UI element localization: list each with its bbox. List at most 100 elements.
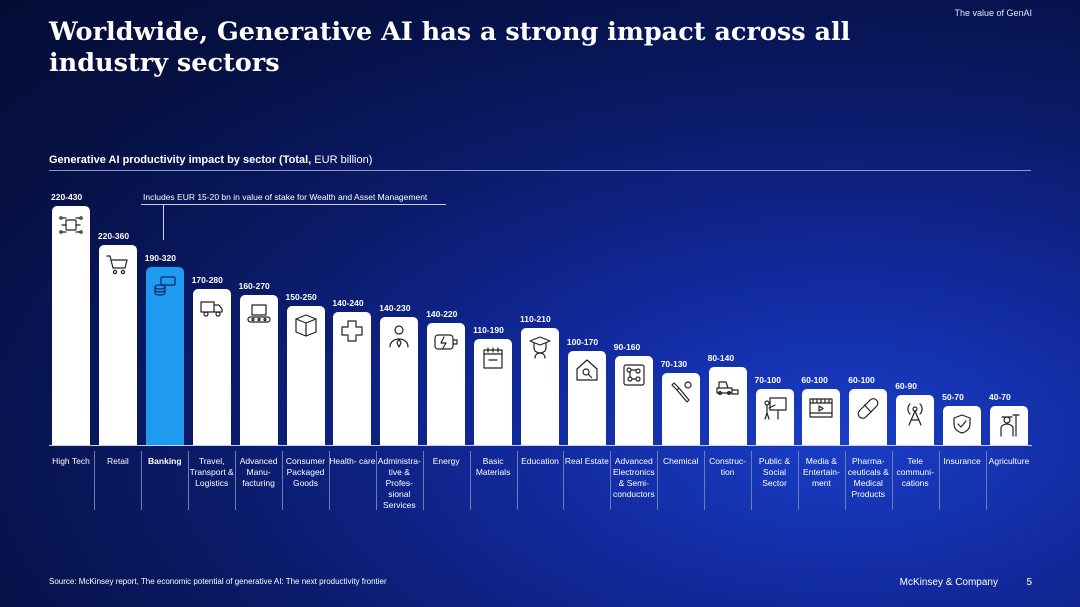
value-label-banking: 190-320	[144, 253, 176, 264]
bar-education	[521, 328, 559, 445]
category-separator	[188, 451, 190, 510]
category-separator	[985, 451, 987, 510]
bar-real-estate	[567, 350, 606, 445]
value-label-administra-tive-profes-sional-services: 140-230	[379, 303, 411, 314]
category-label-energy: Energy	[432, 456, 460, 466]
category-label-basic-materials: Basic Materials	[475, 456, 511, 477]
bar-banking	[145, 267, 184, 445]
category-separator	[938, 451, 940, 510]
graduate-icon	[529, 336, 551, 359]
bar-pharma-ceuticals-medical-products	[849, 389, 888, 445]
businessman-icon	[389, 325, 409, 348]
category-label-consumer-packaged-goods: Consumer Packaged Goods	[285, 456, 326, 488]
annotation-line	[141, 204, 446, 205]
pill-icon	[857, 398, 879, 420]
value-label-energy: 140-220	[426, 308, 458, 319]
film-icon	[809, 398, 833, 419]
bar-tele-communi-cations	[896, 394, 935, 445]
category-label-pharma-ceuticals-medical-products: Pharma- ceuticals & Medical Products	[847, 456, 889, 499]
category-label-education: Education	[521, 456, 559, 466]
category-separator	[797, 451, 799, 510]
value-label-insurance: 50-70	[942, 392, 964, 403]
farmer-icon	[1000, 414, 1020, 437]
category-label-insurance: Insurance	[943, 456, 981, 466]
bar-energy	[427, 322, 466, 445]
money-coins-icon	[154, 276, 176, 296]
category-separator	[282, 451, 284, 510]
chart-annotation: Includes EUR 15-20 bn in value of stake …	[143, 192, 428, 202]
bar-agriculture	[990, 406, 1028, 445]
value-label-tele-communi-cations: 60-90	[895, 380, 917, 391]
category-label-advanced-manu-facturing: Advanced Manu- facturing	[239, 456, 278, 488]
chart-title-unit: EUR billion)	[311, 154, 373, 166]
category-separator	[422, 451, 424, 510]
value-label-consumer-packaged-goods: 150-250	[285, 292, 317, 303]
bar-travel-transport-logistics	[192, 289, 231, 445]
category-separator	[751, 451, 753, 510]
category-label-real-estate: Real Estate	[564, 456, 609, 466]
bar-media-entertain-ment	[802, 389, 841, 445]
bar-advanced-electronics-semi-conductors	[614, 356, 653, 445]
category-separator	[328, 451, 330, 510]
presentation-icon	[763, 397, 787, 421]
category-label-travel-transport-logistics: Travel, Transport & Logistics	[189, 456, 234, 488]
category-label-construc-tion: Construc- tion	[709, 456, 747, 477]
value-label-construc-tion: 80-140	[707, 353, 735, 364]
bar-chemical	[661, 372, 700, 445]
value-label-advanced-electronics-semi-conductors: 90-160	[613, 342, 641, 353]
medical-cross-icon	[341, 319, 363, 342]
category-separator	[563, 451, 565, 510]
value-label-agriculture: 40-70	[989, 392, 1011, 403]
category-label-tele-communi-cations: Tele communi- cations	[896, 456, 934, 488]
cpu-network-icon	[59, 216, 83, 234]
shield-hand-icon	[953, 414, 971, 434]
package-icon	[294, 314, 317, 337]
chart-baseline	[49, 445, 1032, 446]
category-separator	[94, 451, 96, 510]
title-rule	[49, 170, 1031, 171]
category-label-agriculture: Agriculture	[988, 456, 1030, 466]
category-label-public-social-sector: Public & Social Sector	[758, 456, 791, 488]
bar-construc-tion	[708, 367, 747, 445]
truck-icon	[200, 301, 223, 317]
category-label-advanced-electronics-semi-conductors: Advanced Electronics & Semi- conductors	[613, 456, 655, 499]
value-label-real-estate: 100-170	[566, 336, 599, 347]
page-title: Worldwide, Generative AI has a strong im…	[49, 17, 851, 78]
bar-consumer-packaged-goods	[286, 306, 325, 445]
flask-tool-icon	[671, 381, 692, 403]
bulldozer-icon	[715, 381, 739, 396]
section-tag: The value of GenAI	[954, 8, 1032, 18]
value-label-pharma-ceuticals-medical-products: 60-100	[848, 375, 875, 386]
annotation-pointer	[163, 204, 164, 240]
value-label-advanced-manu-facturing: 160-270	[238, 280, 270, 291]
category-separator	[657, 451, 659, 510]
category-separator	[375, 451, 377, 510]
value-label-retail: 220-360	[97, 230, 130, 241]
value-label-high-tech: 220-430	[51, 192, 83, 202]
value-label-chemical: 70-130	[660, 358, 688, 369]
category-separator	[235, 451, 237, 510]
value-label-travel-transport-logistics: 170-280	[191, 275, 223, 286]
brand-name: McKinsey & Company	[899, 577, 998, 588]
value-label-health-care: 140-240	[332, 297, 364, 308]
category-label-media-entertain-ment: Media & Entertain- ment	[802, 456, 840, 488]
antenna-icon	[907, 403, 923, 426]
circuit-board-icon	[623, 364, 645, 386]
chart-title-bold: Generative AI productivity impact by sec…	[49, 154, 312, 166]
bar-high-tech	[52, 206, 90, 445]
conveyor-icon	[246, 304, 271, 323]
value-label-education: 110-210	[520, 314, 551, 325]
bar-administra-tive-profes-sional-services	[380, 317, 419, 445]
category-separator	[141, 451, 143, 510]
category-label-chemical: Chemical	[662, 456, 699, 466]
category-separator	[516, 451, 518, 510]
value-label-media-entertain-ment: 60-100	[801, 375, 828, 386]
category-label-retail: Retail	[107, 456, 129, 466]
category-separator	[610, 451, 612, 510]
category-separator	[704, 451, 706, 510]
category-separator	[844, 451, 846, 510]
category-label-high-tech: High Tech	[52, 456, 90, 466]
bar-public-social-sector	[755, 389, 794, 445]
value-label-public-social-sector: 70-100	[754, 375, 781, 386]
category-separator	[891, 451, 893, 510]
